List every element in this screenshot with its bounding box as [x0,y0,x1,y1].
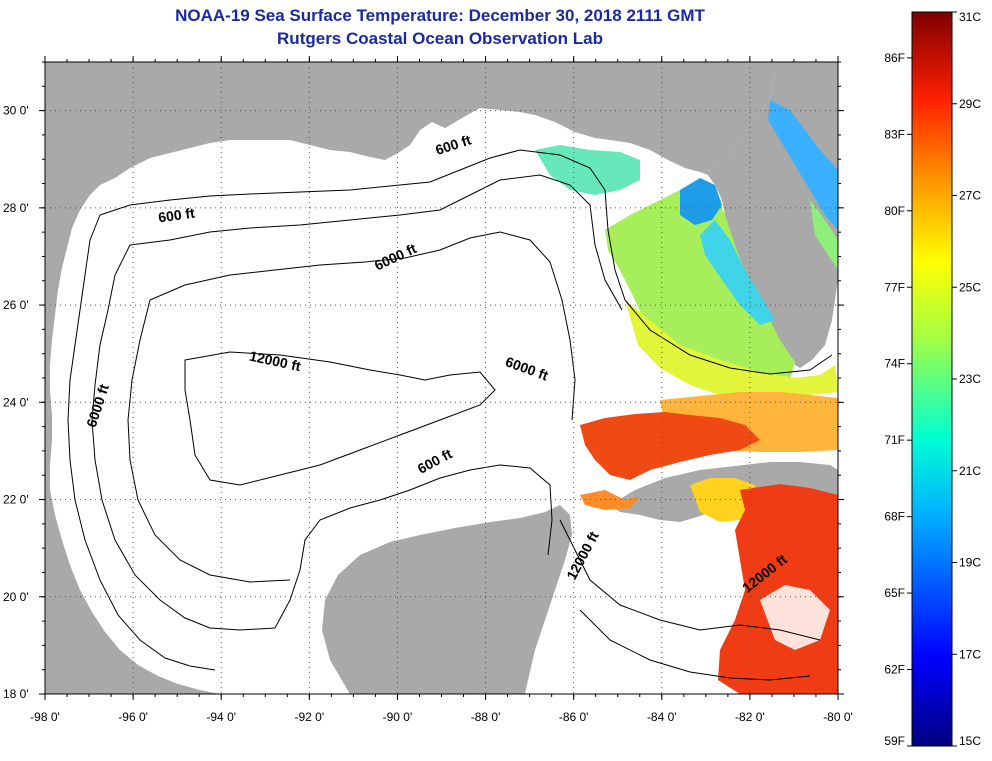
lon-tick-label: -98 0' [30,710,60,724]
lat-tick-label: 24 0' [3,395,29,409]
fahrenheit-tick-label: 77F [884,280,905,294]
fahrenheit-tick-label: 71F [884,433,905,447]
grid-lines [45,62,838,694]
celsius-tick-label: 17C [959,647,981,661]
map-subtitle: Rutgers Coastal Ocean Observation Lab [277,29,603,48]
fahrenheit-tick-label: 80F [884,204,905,218]
lon-tick-label: -84 0' [647,710,677,724]
lat-tick-label: 30 0' [3,104,29,118]
lat-tick-label: 28 0' [3,201,29,215]
sst-data [535,100,838,694]
contour-label: 600 ft [157,205,196,226]
celsius-tick-label: 27C [959,189,981,203]
celsius-tick-label: 29C [959,97,981,111]
us-mexico-land [45,62,838,694]
lon-tick-label: -80 0' [823,710,853,724]
lon-tick-label: -90 0' [383,710,413,724]
fahrenheit-tick-label: 86F [884,51,905,65]
bathymetry-contours [67,149,833,681]
lat-tick-label: 22 0' [3,493,29,507]
fahrenheit-tick-label: 83F [884,127,905,141]
map-title: NOAA-19 Sea Surface Temperature: Decembe… [175,6,705,25]
lon-tick-label: -82 0' [735,710,765,724]
celsius-tick-label: 21C [959,464,981,478]
axis-ticks: -98 0' -96 0' -94 0' -92 0' -90 0' -88 0' -86 … [3,56,853,724]
lat-tick-label: 20 0' [3,590,29,604]
celsius-tick-label: 31C [959,10,981,24]
celsius-tick-label: 23C [959,372,981,386]
lon-tick-label: -94 0' [206,710,236,724]
celsius-tick-label: 19C [959,556,981,570]
lon-tick-label: -92 0' [295,710,325,724]
fahrenheit-tick-label: 74F [884,357,905,371]
fahrenheit-tick-label: 68F [884,510,905,524]
lat-tick-label: 18 0' [3,687,29,701]
fahrenheit-tick-label: 59F [884,734,905,748]
lat-tick-label: 26 0' [3,298,29,312]
fahrenheit-tick-label: 62F [884,663,905,677]
celsius-tick-label: 25C [959,280,981,294]
celsius-tick-label: 15C [959,734,981,748]
lon-tick-label: -86 0' [559,710,589,724]
lon-tick-label: -88 0' [471,710,501,724]
yucatan-land [322,505,572,694]
lon-tick-label: -96 0' [118,710,148,724]
temperature-colorbar [911,11,953,747]
colorbar-ticks: 31C 29C 27C 25C 23C 21C 19C 17C 15C 86F 83F 80F 77F 7… [884,10,981,748]
fahrenheit-tick-label: 65F [884,586,905,600]
